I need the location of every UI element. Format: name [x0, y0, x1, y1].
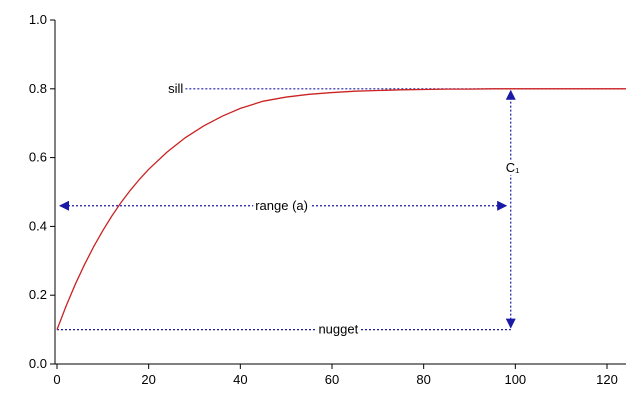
- variogram-curve: [56, 88, 626, 330]
- range-label: range (a): [255, 198, 308, 213]
- axes: 0.0 0.2 0.4 0.6 0.8 1.0 0 20 40 60 80 100 120: [29, 12, 626, 387]
- y-tick-label: 0.4: [29, 218, 47, 233]
- c1-label: C₁: [506, 160, 520, 175]
- x-tick-label: 60: [325, 372, 339, 387]
- x-tick-label: 80: [416, 372, 430, 387]
- annotations: [57, 88, 626, 331]
- y-tick-label: 0.8: [29, 81, 47, 96]
- x-tick-label: 100: [504, 372, 526, 387]
- sill-label-group: sill: [166, 80, 186, 96]
- x-tick-label: 20: [141, 372, 155, 387]
- x-tick-label: 40: [233, 372, 247, 387]
- y-tick-label: 0.2: [29, 287, 47, 302]
- y-tick-label: 0.0: [29, 356, 47, 371]
- sill-label: sill: [168, 81, 183, 96]
- nugget-label-group: nugget: [316, 321, 361, 337]
- annotation-labels: sill nugget range (a) C₁: [166, 80, 523, 337]
- series-layer: [56, 88, 626, 330]
- sill-label-bg: [166, 80, 186, 96]
- range-label-bg: [253, 197, 310, 213]
- nugget-label-bg: [316, 321, 361, 337]
- x-tick-label: 0: [53, 372, 60, 387]
- c1-label-bg: [503, 159, 523, 175]
- x-tick-label: 120: [596, 372, 618, 387]
- nugget-label: nugget: [318, 322, 358, 337]
- y-tick-label: 0.6: [29, 150, 47, 165]
- range-label-group: range (a): [253, 197, 310, 213]
- c1-label-group: C₁: [503, 159, 523, 175]
- y-tick-label: 1.0: [29, 12, 47, 27]
